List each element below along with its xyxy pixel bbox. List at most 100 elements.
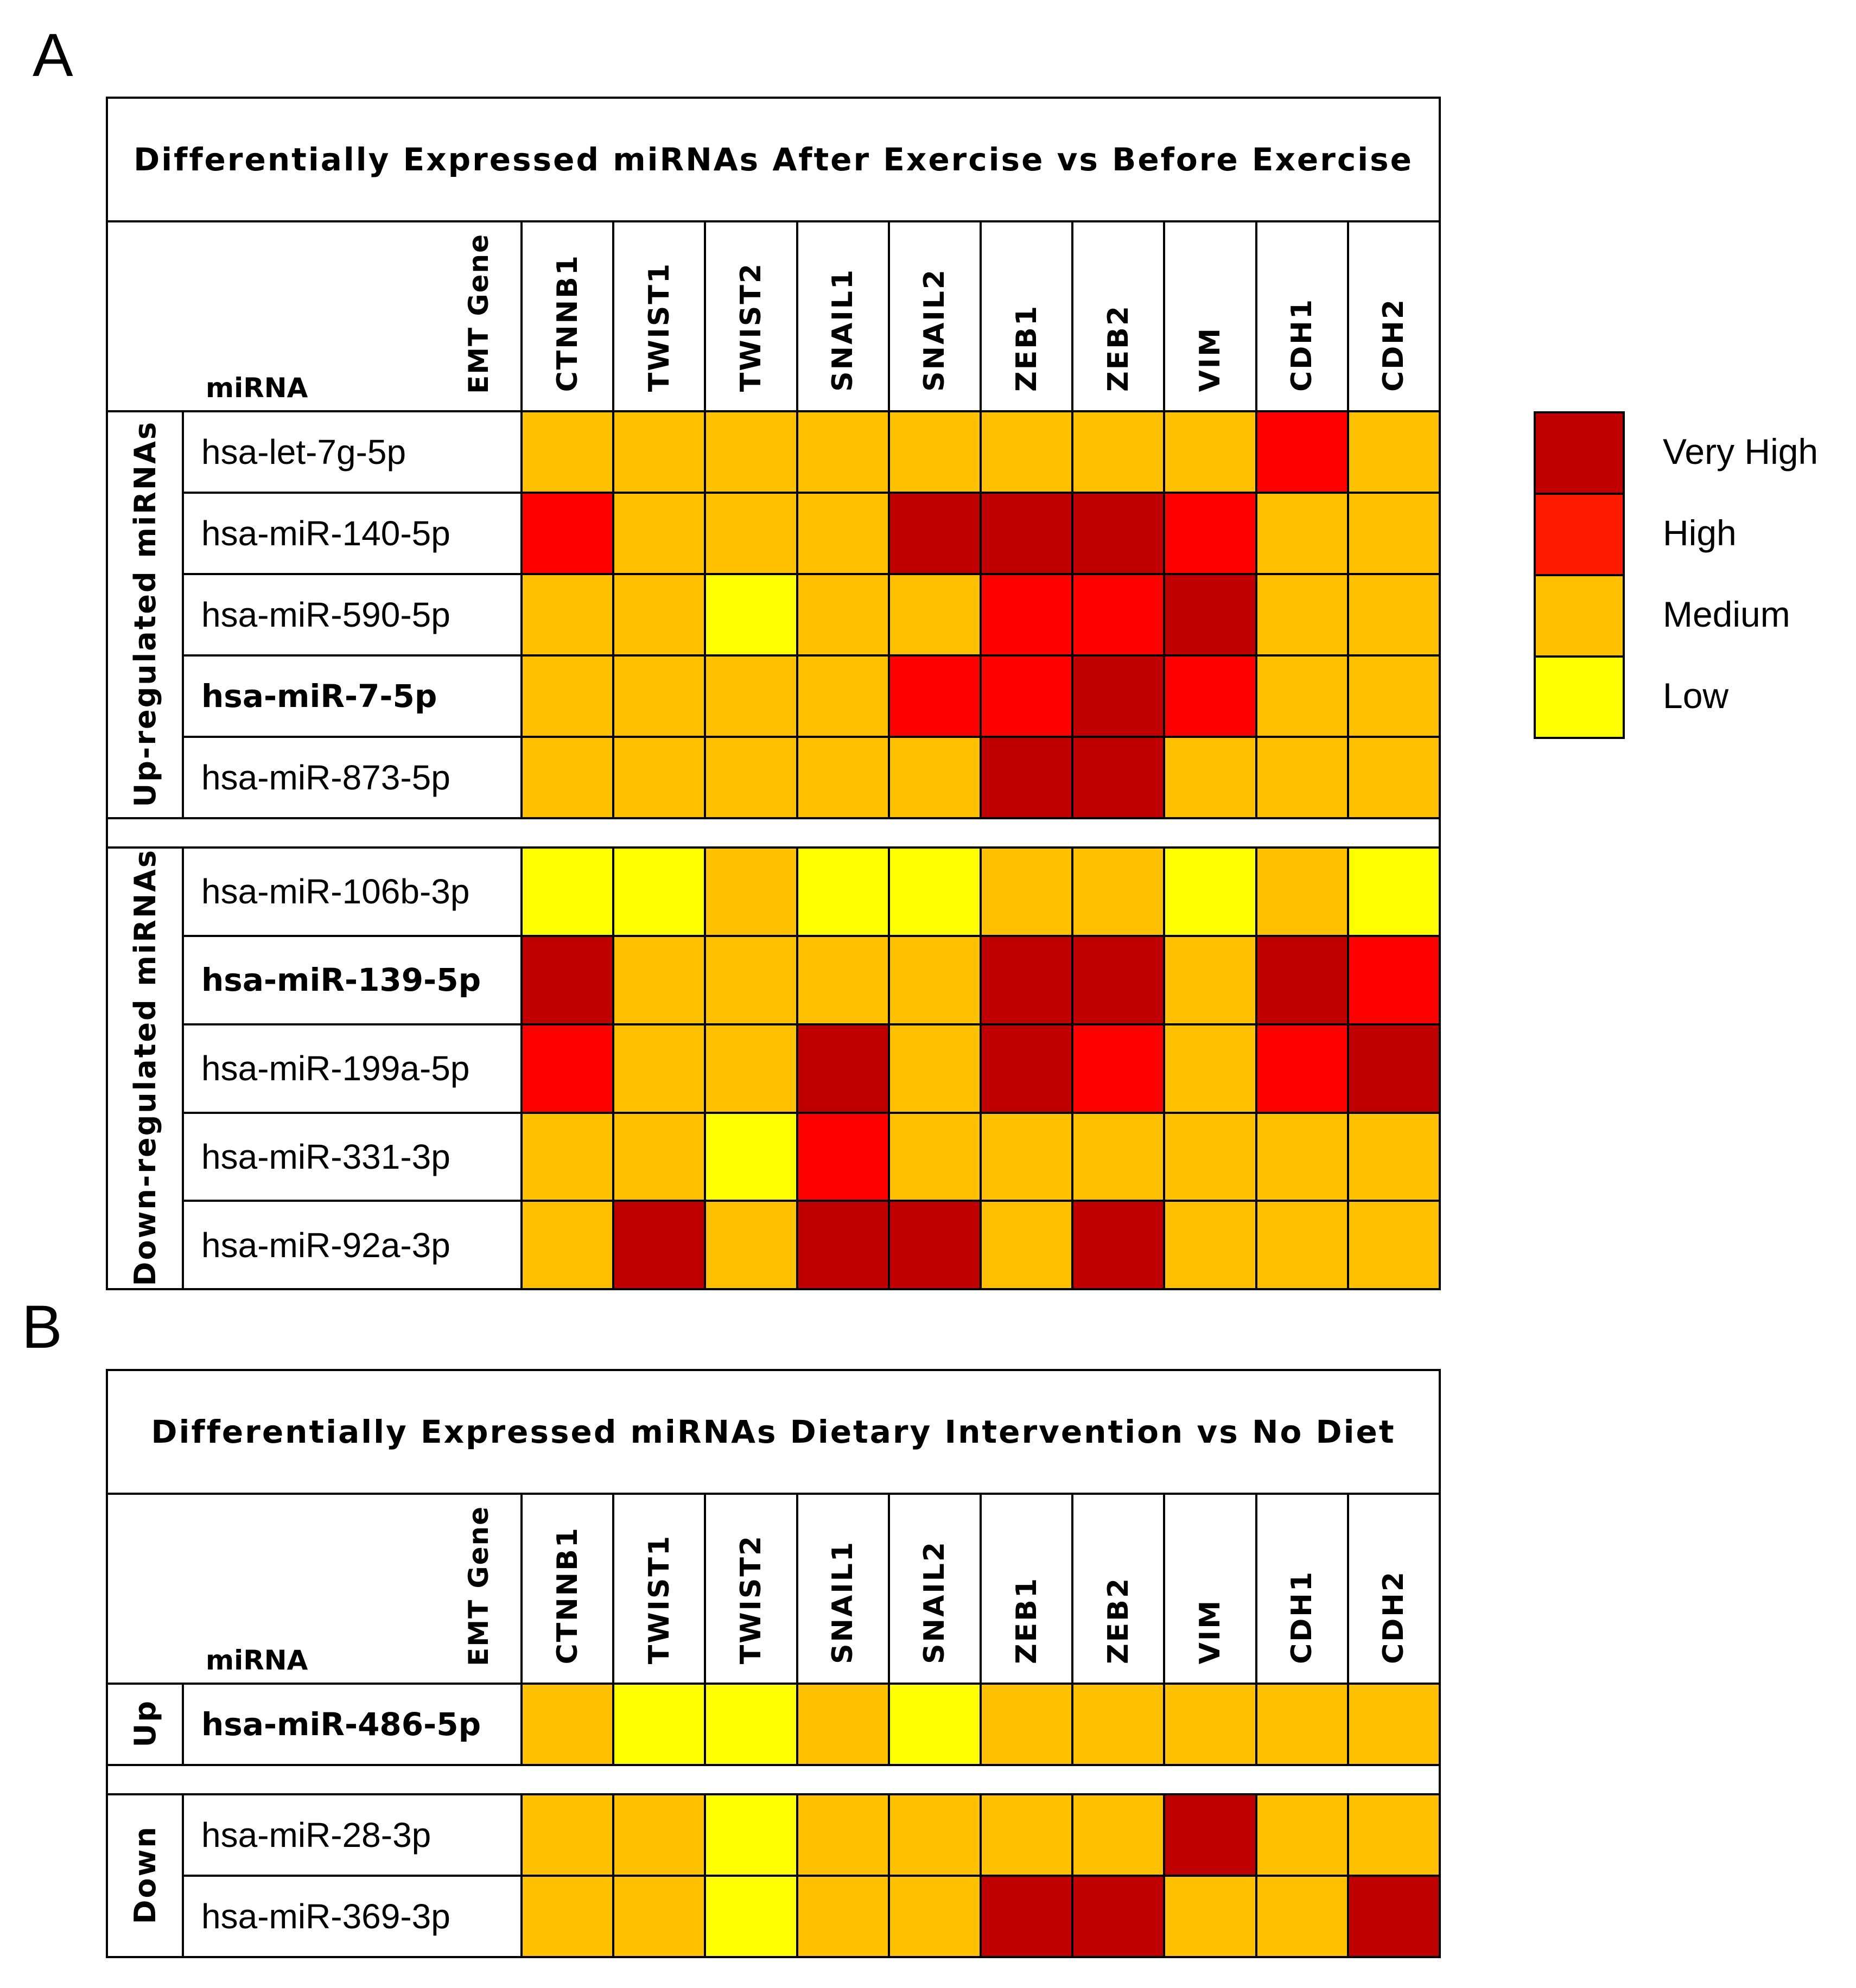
legend-label: High — [1663, 513, 1737, 553]
legend-label: Low — [1663, 676, 1729, 716]
heatmap-cell — [1071, 573, 1166, 657]
heatmap-cell — [1255, 492, 1349, 575]
heatmap-cell — [1163, 1200, 1257, 1291]
heatmap-cell — [979, 573, 1074, 657]
heatmap-cell — [796, 846, 890, 937]
heatmap-cell — [796, 410, 890, 494]
heatmap-cell — [1346, 410, 1441, 494]
heatmap-cell — [887, 736, 982, 819]
group-label: Down-regulated miRNAs — [106, 846, 184, 1291]
gene-label-text: SNAIL1 — [827, 1540, 860, 1664]
heatmap-cell — [1163, 654, 1257, 738]
gene-label-text: ZEB1 — [1010, 1576, 1043, 1664]
heatmap-cell — [612, 654, 707, 738]
heatmap-cell — [1071, 654, 1166, 738]
gene-label-text: CDH2 — [1377, 297, 1410, 392]
axis-corner-inner: EMT Gene miRNA — [108, 222, 520, 410]
legend-swatch — [1534, 574, 1625, 655]
heatmap-cell — [520, 1793, 615, 1877]
heatmap-cell — [1163, 410, 1257, 494]
heatmap-cell — [520, 492, 615, 575]
legend-label: Very High — [1663, 431, 1819, 471]
heatmap-cell — [796, 1023, 890, 1114]
heatmap-row: hsa-miR-873-5p — [107, 736, 1441, 819]
gene-label-text: SNAIL2 — [918, 268, 951, 392]
gene-label: CDH1 — [1255, 1493, 1349, 1685]
heatmap-cell — [612, 1683, 707, 1766]
heatmap-cell — [1163, 492, 1257, 575]
heatmap-cell — [1255, 846, 1349, 937]
heatmap-cell — [1071, 934, 1166, 1025]
gene-label-text: TWIST1 — [643, 262, 676, 392]
heatmap-cell — [612, 492, 707, 575]
gene-label: ZEB2 — [1071, 220, 1166, 412]
mirna-label: hsa-miR-369-3p — [182, 1875, 523, 1958]
heatmap-cell — [704, 410, 798, 494]
heatmap-cell — [520, 1875, 615, 1958]
heatmap-cell — [796, 573, 890, 657]
heatmap-cell — [704, 654, 798, 738]
row-axis-label: miRNA — [206, 1645, 308, 1676]
gene-label-text: SNAIL2 — [918, 1540, 951, 1664]
heatmap-cell — [796, 654, 890, 738]
heatmap-cell — [1346, 1200, 1441, 1291]
heatmap-cell — [520, 846, 615, 937]
heatmap-cell — [796, 1111, 890, 1202]
heatmap-cell — [1071, 492, 1166, 575]
heatmap-cell — [887, 1683, 982, 1766]
heatmap-cell — [887, 492, 982, 575]
heatmap-panel-b: Differentially Expressed miRNAs Dietary … — [105, 1369, 1441, 1958]
heatmap-row: hsa-miR-199a-5p — [107, 1023, 1441, 1114]
heatmap-cell — [1255, 410, 1349, 494]
heatmap-cell — [1255, 654, 1349, 738]
gene-label: SNAIL2 — [887, 220, 982, 412]
heatmap-cell — [1255, 934, 1349, 1025]
heatmap-cell — [1255, 1793, 1349, 1877]
gene-header-row: EMT Gene miRNA CTNNB1 TWIST1 TWIST2 SNAIL1 SNA… — [106, 1493, 1441, 1685]
gene-label-text: TWIST2 — [734, 262, 767, 392]
heatmap-cell — [796, 934, 890, 1025]
axis-corner: EMT Gene miRNA — [106, 1493, 523, 1685]
heatmap-cell — [612, 1200, 707, 1291]
heatmap-cell — [1346, 492, 1441, 575]
gene-label: CDH2 — [1346, 1493, 1441, 1685]
heatmap-cell — [612, 1023, 707, 1114]
mirna-label: hsa-miR-486-5p — [182, 1683, 523, 1766]
gene-label-text: TWIST2 — [734, 1534, 767, 1664]
heatmap-cell — [704, 492, 798, 575]
heatmap-cell — [1163, 934, 1257, 1025]
gene-label-text: SNAIL1 — [827, 268, 860, 392]
title-row: Differentially Expressed miRNAs Dietary … — [105, 1369, 1441, 1495]
heatmap-row: hsa-miR-590-5p — [107, 573, 1441, 657]
heatmap-cell — [979, 1875, 1074, 1958]
group-spacer-cell — [105, 817, 1441, 849]
heatmap-cell — [1071, 1111, 1166, 1202]
heatmap-cell — [612, 846, 707, 937]
heatmap-cell — [887, 1200, 982, 1291]
heatmap-cell — [520, 573, 615, 657]
heatmap-cell — [1071, 1683, 1166, 1766]
heatmap-cell — [1163, 573, 1257, 657]
heatmap-cell — [887, 1023, 982, 1114]
mirna-label: hsa-miR-590-5p — [182, 573, 523, 657]
heatmap-cell — [979, 736, 1074, 819]
gene-label: ZEB1 — [979, 1493, 1074, 1685]
gene-label: CDH2 — [1346, 220, 1441, 412]
mirna-label: hsa-miR-873-5p — [182, 736, 523, 819]
heatmap-cell — [887, 1111, 982, 1202]
heatmap-cell — [979, 410, 1074, 494]
heatmap-cell — [1346, 573, 1441, 657]
gene-label: ZEB1 — [979, 220, 1074, 412]
heatmap-table: Differentially Expressed miRNAs Dietary … — [105, 1369, 1441, 1958]
heatmap-cell — [1346, 654, 1441, 738]
gene-header-row: EMT Gene miRNA CTNNB1 TWIST1 TWIST2 SNAIL1 SNA… — [106, 220, 1441, 412]
row-axis-label: miRNA — [206, 372, 308, 404]
heatmap-cell — [612, 934, 707, 1025]
heatmap-cell — [520, 1111, 615, 1202]
heatmap-cell — [979, 846, 1074, 937]
mirna-label: hsa-miR-331-3p — [182, 1111, 523, 1202]
heatmap-row: hsa-miR-369-3p — [107, 1875, 1441, 1958]
heatmap-cell — [1163, 846, 1257, 937]
heatmap-cell — [1346, 1023, 1441, 1114]
heatmap-cell — [979, 1023, 1074, 1114]
